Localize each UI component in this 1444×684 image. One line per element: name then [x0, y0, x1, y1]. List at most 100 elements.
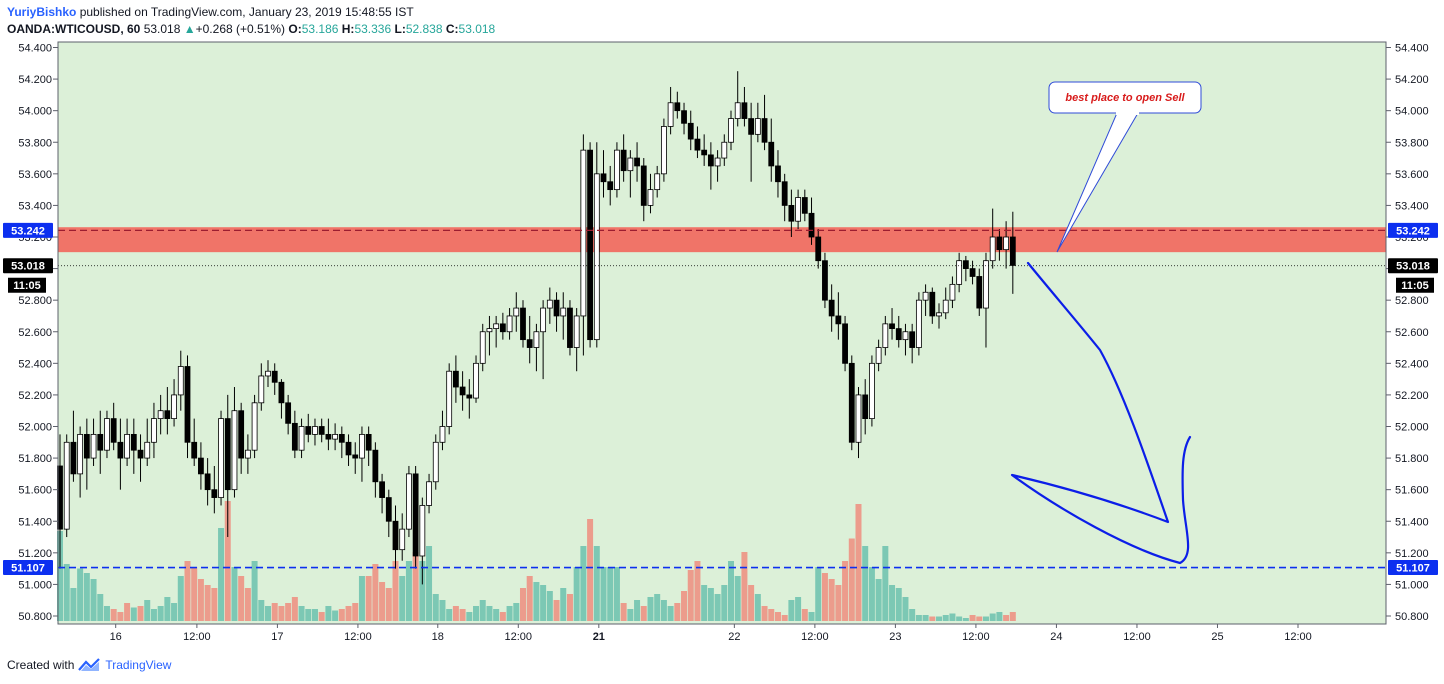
candle-up — [560, 307, 567, 317]
candle-up — [942, 299, 949, 314]
candle-down — [620, 149, 627, 172]
candle-up — [144, 441, 151, 459]
last-price-label-right: 53.018 — [1396, 261, 1430, 273]
volume-bar — [613, 567, 620, 621]
candle-up — [956, 260, 963, 285]
support-price-label-right-bg — [1388, 560, 1438, 576]
volume-bar — [419, 561, 426, 621]
candle-up — [359, 433, 365, 459]
candle-up — [473, 362, 479, 399]
candle-down — [198, 457, 204, 475]
candle-up — [983, 260, 989, 309]
volume-bar — [835, 585, 842, 621]
candle-down — [587, 149, 593, 341]
volume-bar — [204, 585, 211, 621]
x-tick-label: 24 — [1050, 631, 1062, 643]
volume-bar — [291, 597, 298, 621]
volume-bar — [103, 606, 110, 621]
volume-bar — [754, 594, 761, 621]
volume-bar — [177, 576, 184, 621]
volume-bar — [63, 564, 70, 621]
candle-down — [909, 331, 916, 348]
last-price-label-right-bg — [1388, 258, 1438, 274]
resistance-price-label-left-bg — [3, 222, 53, 238]
volume-bar — [70, 588, 77, 621]
candle-down — [761, 118, 768, 143]
volume-bar — [271, 603, 278, 621]
candle-down — [775, 165, 781, 183]
volume-bar — [311, 609, 318, 621]
candle-up — [479, 331, 486, 364]
y-tick-label-left: 51.600 — [18, 485, 52, 497]
candle-down — [305, 426, 312, 435]
volume-bar — [942, 615, 949, 621]
volume-bar — [714, 594, 721, 621]
y-tick-label-left: 51.200 — [18, 548, 52, 560]
candle-down — [687, 122, 694, 140]
resistance-zone — [58, 227, 1386, 253]
volume-bar — [848, 538, 855, 621]
candle-down — [520, 307, 526, 341]
volume-bar — [57, 531, 63, 621]
y-tick-label-right: 51.400 — [1395, 516, 1429, 528]
volume-bar — [781, 615, 788, 621]
candle-down — [808, 212, 815, 238]
candle-down — [1009, 236, 1016, 266]
y-tick-label-left: 52.800 — [18, 295, 52, 307]
symbol-info: OANDA:WTICOUSD, 60 53.018 ▲+0.268 (+0.51… — [7, 22, 495, 36]
volume-bar — [553, 600, 560, 621]
y-tick-label-right: 52.800 — [1395, 295, 1429, 307]
candle-down — [976, 276, 983, 309]
volume-bar — [768, 609, 775, 621]
volume-bar — [654, 594, 661, 621]
candle-up — [728, 118, 734, 143]
volume-bar — [258, 600, 265, 621]
candle-up — [486, 328, 493, 333]
candle-down — [788, 205, 795, 222]
volume-bar — [821, 573, 828, 621]
candle-up — [151, 418, 157, 443]
volume-bar — [513, 603, 520, 621]
volume-bar — [432, 594, 439, 621]
candle-down — [848, 362, 855, 443]
volume-bar — [774, 612, 781, 621]
candle-down — [707, 154, 714, 167]
volume-bar — [372, 564, 379, 621]
volume-bar — [660, 600, 667, 621]
tradingview-brand-link[interactable]: TradingView — [105, 658, 172, 672]
y-tick-label-right: 50.800 — [1395, 611, 1429, 623]
volume-bar — [325, 606, 332, 621]
y-tick-label-left: 52.200 — [18, 390, 52, 402]
y-tick-label-left: 53.400 — [18, 200, 52, 212]
candle-down — [338, 433, 345, 443]
candle-up — [244, 449, 251, 459]
candle-down — [801, 197, 808, 214]
candle-down — [191, 441, 198, 459]
volume-bar — [929, 616, 936, 621]
candle-up — [432, 441, 439, 483]
resistance-price-label-left: 53.242 — [11, 225, 45, 237]
candle-down — [238, 410, 245, 459]
callout-text: best place to open Sell — [1065, 92, 1185, 104]
candle-up — [922, 291, 929, 301]
volume-bar — [882, 546, 889, 621]
y-tick-label-left: 54.000 — [18, 106, 52, 118]
x-tick-label: 12:00 — [962, 631, 990, 643]
candle-up — [614, 149, 620, 191]
candle-up — [446, 370, 453, 427]
volume-bar — [385, 588, 392, 621]
candle-down — [130, 433, 137, 451]
candle-up — [312, 426, 318, 435]
volume-bar — [1009, 612, 1016, 621]
volume-bar — [707, 588, 714, 621]
candle-up — [714, 157, 721, 167]
volume-bar — [915, 615, 922, 621]
author-link[interactable]: YuriyBishko — [7, 5, 77, 19]
high-value: 53.336 — [354, 22, 392, 36]
volume-bar — [741, 552, 748, 621]
candle-down — [889, 323, 895, 329]
y-tick-label-right: 52.400 — [1395, 358, 1429, 370]
volume-bar — [519, 588, 526, 621]
candle-down — [969, 268, 976, 277]
